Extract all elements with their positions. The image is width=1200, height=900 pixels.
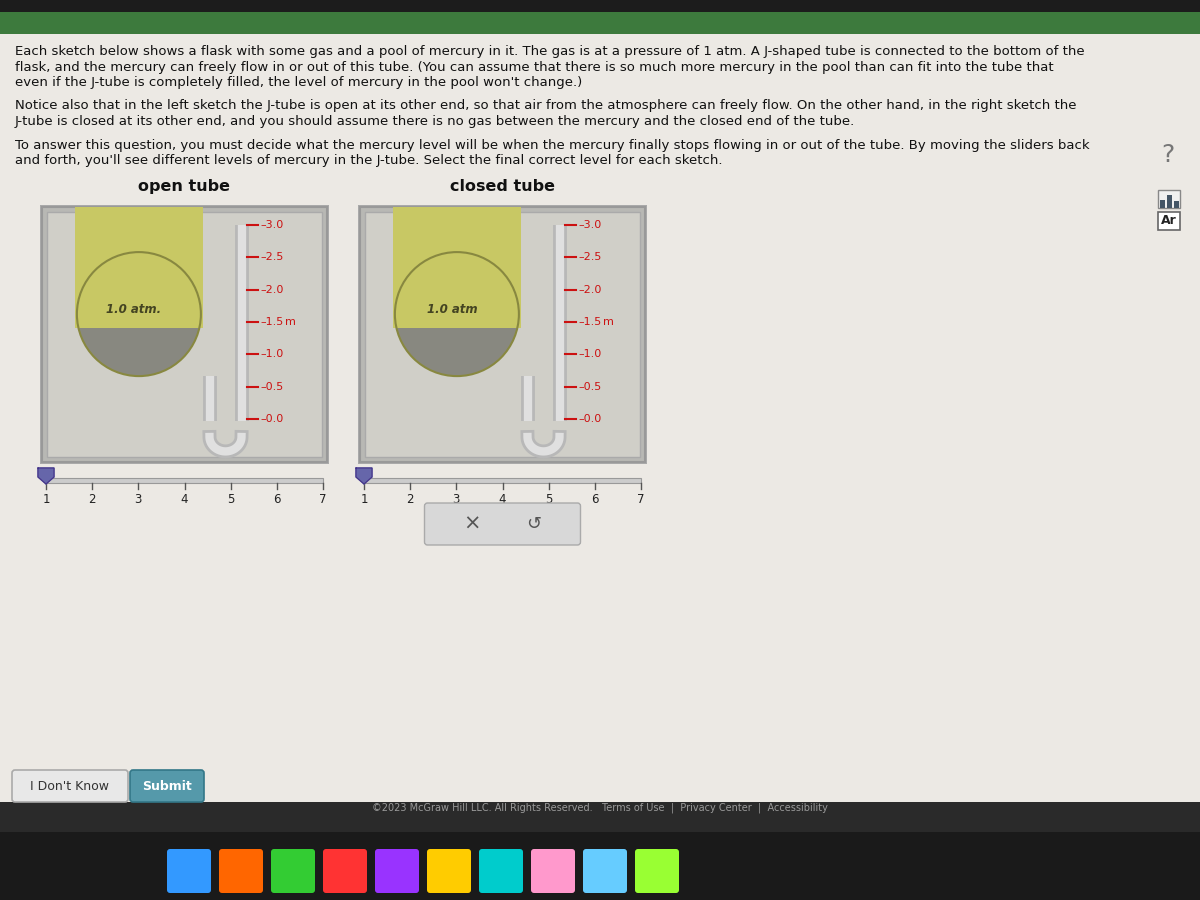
- Text: –1.5: –1.5: [578, 317, 601, 327]
- Bar: [74, 207, 203, 328]
- Bar: [360, 207, 646, 462]
- Polygon shape: [356, 468, 372, 484]
- Text: 6: 6: [274, 493, 281, 506]
- Bar: [1174, 201, 1178, 208]
- Text: Each sketch below shows a flask with some gas and a pool of mercury in it. The g: Each sketch below shows a flask with som…: [14, 45, 1085, 58]
- Text: Notice also that in the left sketch the J-tube is open at its other end, so that: Notice also that in the left sketch the …: [14, 100, 1076, 112]
- Bar: [47, 212, 322, 457]
- Text: 7: 7: [319, 493, 326, 506]
- FancyBboxPatch shape: [130, 770, 204, 802]
- Text: 1: 1: [360, 493, 367, 506]
- Ellipse shape: [395, 252, 518, 376]
- Text: –3.0: –3.0: [260, 220, 283, 230]
- FancyBboxPatch shape: [374, 849, 419, 893]
- FancyBboxPatch shape: [167, 849, 211, 893]
- FancyBboxPatch shape: [479, 849, 523, 893]
- Text: –0.5: –0.5: [578, 382, 601, 392]
- Text: 4: 4: [181, 493, 188, 506]
- Text: –1.5: –1.5: [260, 317, 283, 327]
- Polygon shape: [38, 468, 54, 484]
- Bar: [0, 832, 1200, 900]
- FancyBboxPatch shape: [425, 503, 581, 545]
- Bar: [1166, 195, 1172, 208]
- Bar: [358, 205, 647, 464]
- Bar: [0, 12, 1200, 802]
- FancyBboxPatch shape: [530, 849, 575, 893]
- Text: m: m: [604, 317, 614, 327]
- Text: ©2023 McGraw Hill LLC. All Rights Reserved.   Terms of Use  |  Privacy Center  |: ©2023 McGraw Hill LLC. All Rights Reserv…: [372, 803, 828, 814]
- Bar: [365, 212, 640, 457]
- FancyBboxPatch shape: [635, 849, 679, 893]
- Text: 1.0 atm: 1.0 atm: [426, 302, 478, 316]
- Ellipse shape: [77, 252, 200, 376]
- Text: 5: 5: [227, 493, 234, 506]
- Text: closed tube: closed tube: [450, 179, 554, 194]
- Text: even if the J-tube is completely filled, the level of mercury in the pool won't : even if the J-tube is completely filled,…: [14, 76, 582, 89]
- FancyBboxPatch shape: [583, 849, 628, 893]
- Text: –3.0: –3.0: [578, 220, 601, 230]
- Bar: [364, 478, 641, 483]
- Bar: [392, 207, 521, 328]
- Text: 2: 2: [407, 493, 414, 506]
- Text: –2.5: –2.5: [260, 252, 284, 262]
- Ellipse shape: [395, 252, 518, 376]
- Bar: [42, 207, 326, 462]
- FancyBboxPatch shape: [427, 849, 470, 893]
- Text: 6: 6: [592, 493, 599, 506]
- Bar: [0, 12, 1200, 34]
- Text: J-tube is closed at its other end, and you should assume there is no gas between: J-tube is closed at its other end, and y…: [14, 115, 856, 128]
- Text: m: m: [286, 317, 296, 327]
- Text: I Don't Know: I Don't Know: [30, 779, 109, 793]
- Text: –0.5: –0.5: [260, 382, 283, 392]
- Text: –1.0: –1.0: [260, 349, 283, 359]
- FancyBboxPatch shape: [323, 849, 367, 893]
- Bar: [40, 205, 329, 464]
- Text: –2.0: –2.0: [260, 284, 284, 294]
- Text: Submit: Submit: [142, 779, 192, 793]
- Text: flask, and the mercury can freely flow in or out of this tube. (You can assume t: flask, and the mercury can freely flow i…: [14, 60, 1054, 74]
- FancyBboxPatch shape: [271, 849, 314, 893]
- Text: –0.0: –0.0: [260, 414, 283, 424]
- Text: Ar: Ar: [1162, 214, 1177, 228]
- Bar: [46, 478, 323, 483]
- Bar: [1158, 190, 1180, 208]
- Text: 4: 4: [499, 493, 506, 506]
- FancyBboxPatch shape: [12, 770, 128, 802]
- Text: and forth, you'll see different levels of mercury in the J-tube. Select the fina: and forth, you'll see different levels o…: [14, 154, 722, 167]
- Text: ↺: ↺: [526, 515, 541, 533]
- Bar: [0, 802, 1200, 832]
- Text: 2: 2: [89, 493, 96, 506]
- Text: 3: 3: [134, 493, 142, 506]
- Text: –1.0: –1.0: [578, 349, 601, 359]
- Text: 5: 5: [545, 493, 552, 506]
- Bar: [1160, 200, 1165, 208]
- Text: ×: ×: [463, 514, 480, 534]
- Text: –2.5: –2.5: [578, 252, 602, 262]
- Text: –0.0: –0.0: [578, 414, 601, 424]
- Text: 3: 3: [452, 493, 460, 506]
- Text: –2.0: –2.0: [578, 284, 602, 294]
- FancyBboxPatch shape: [220, 849, 263, 893]
- Text: 7: 7: [637, 493, 644, 506]
- Text: 1.0 atm.: 1.0 atm.: [107, 302, 162, 316]
- Ellipse shape: [77, 252, 200, 376]
- Text: ?: ?: [1162, 143, 1175, 167]
- Bar: [1158, 212, 1180, 230]
- Text: open tube: open tube: [138, 179, 230, 194]
- Text: To answer this question, you must decide what the mercury level will be when the: To answer this question, you must decide…: [14, 139, 1090, 151]
- Text: 1: 1: [42, 493, 49, 506]
